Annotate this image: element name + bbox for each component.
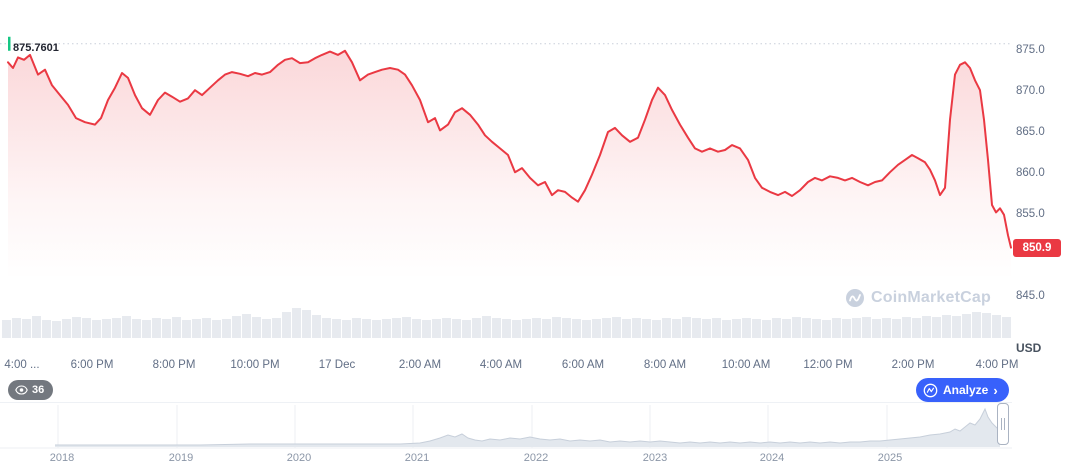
x-axis-label: 4:00 ... bbox=[4, 359, 40, 371]
x-axis-label: 10:00 AM bbox=[721, 359, 771, 371]
x-axis-label: 12:00 PM bbox=[803, 359, 853, 371]
navigator-year-label[interactable]: 2018 bbox=[49, 452, 75, 464]
y-axis-label: 870.0 bbox=[1016, 85, 1045, 97]
price-area-fill bbox=[8, 50, 1011, 321]
navigator-year-label[interactable]: 2025 bbox=[877, 452, 903, 464]
y-axis-label: 855.0 bbox=[1016, 208, 1045, 220]
navigator-svg bbox=[0, 405, 1012, 449]
y-axis-label: 875.0 bbox=[1016, 44, 1045, 56]
eye-icon bbox=[15, 385, 28, 395]
watchers-count: 36 bbox=[32, 384, 45, 396]
analyze-button[interactable]: Analyze › bbox=[916, 378, 1009, 402]
x-axis-label: 4:00 AM bbox=[479, 359, 523, 371]
x-axis-label: 2:00 PM bbox=[891, 359, 935, 371]
x-axis-label: 10:00 PM bbox=[230, 359, 280, 371]
price-line bbox=[7, 49, 1012, 249]
navigator-year-label[interactable]: 2019 bbox=[168, 452, 194, 464]
navigator-year-label[interactable]: 2022 bbox=[523, 452, 549, 464]
analyze-icon bbox=[923, 383, 938, 397]
y-axis-label: 860.0 bbox=[1016, 167, 1045, 179]
x-axis-label: 8:00 PM bbox=[152, 359, 196, 371]
watermark-text: CoinMarketCap bbox=[871, 289, 991, 306]
y-axis-label: 865.0 bbox=[1016, 126, 1045, 138]
currency-label: USD bbox=[1016, 341, 1042, 355]
x-axis: 4:00 ... 6:00 PM 8:00 PM 10:00 PM 17 Dec 2:00… bbox=[0, 359, 1018, 375]
x-axis-label: 6:00 PM bbox=[70, 359, 114, 371]
navigator-year-label[interactable]: 2021 bbox=[404, 452, 430, 464]
navigator-year-labels: 2018 2019 2020 2021 2022 2023 2024 2025 bbox=[0, 452, 1012, 468]
navigator-area bbox=[55, 409, 1000, 447]
x-axis-label: 4:00 PM bbox=[975, 359, 1019, 371]
range-navigator[interactable] bbox=[0, 402, 1012, 449]
chevron-right-icon: › bbox=[993, 382, 998, 398]
watchers-badge: 36 bbox=[8, 380, 54, 400]
y-axis-label: 845.0 bbox=[1016, 290, 1045, 302]
navigator-year-label[interactable]: 2020 bbox=[286, 452, 312, 464]
x-axis-label: 2:00 AM bbox=[398, 359, 442, 371]
navigator-handle[interactable] bbox=[997, 403, 1009, 445]
navigator-year-label[interactable]: 2023 bbox=[642, 452, 668, 464]
price-chart-svg bbox=[0, 36, 1012, 338]
x-axis-label: 6:00 AM bbox=[561, 359, 605, 371]
volume-bars bbox=[2, 308, 1011, 338]
main-chart-plot[interactable]: 875.7601 CoinMarketCap bbox=[0, 0, 1012, 356]
session-open-tick bbox=[8, 36, 11, 51]
current-price-badge: 850.9 bbox=[1013, 238, 1061, 257]
coinmarketcap-logo-icon bbox=[846, 289, 864, 307]
open-price-label: 875.7601 bbox=[13, 41, 59, 54]
coinmarketcap-watermark: CoinMarketCap bbox=[845, 288, 991, 308]
x-axis-label: 8:00 AM bbox=[643, 359, 687, 371]
x-axis-label: 17 Dec bbox=[318, 359, 356, 371]
y-axis: 850.9 USD 875.0 870.0 865.0 860.0 855.0 845.0 bbox=[1012, 0, 1072, 356]
navigator-year-label[interactable]: 2024 bbox=[759, 452, 785, 464]
analyze-label: Analyze bbox=[943, 383, 989, 397]
